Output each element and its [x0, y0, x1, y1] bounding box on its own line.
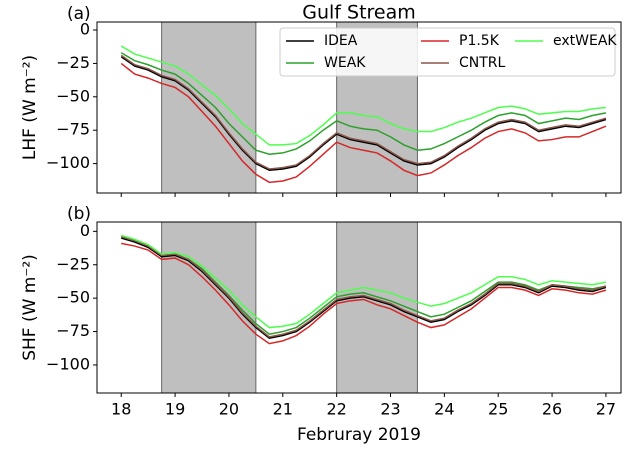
x-tick-label: 19 [165, 400, 185, 419]
series-line [121, 234, 607, 329]
x-tick-label: 18 [111, 400, 131, 419]
panel-label: (b) [67, 204, 91, 224]
axes-frame [96, 21, 622, 194]
legend-box [279, 27, 616, 77]
x-axis-label: Februray 2019 [297, 425, 421, 445]
y-tick-label: −75 [56, 120, 90, 139]
panel-label: (a) [67, 4, 91, 24]
series-line [120, 56, 607, 172]
y-tick-label: −100 [46, 153, 90, 172]
y-tick-label: −25 [56, 254, 90, 273]
series-line [121, 235, 607, 336]
y-tick-label: −25 [56, 53, 90, 72]
x-tick-label: 26 [542, 400, 562, 419]
series-line [120, 45, 606, 146]
x-tick-label: 22 [326, 400, 346, 419]
y-tick-label: −50 [56, 86, 90, 105]
y-tick-label: 0 [80, 221, 90, 240]
legend-label: CNTRL [459, 55, 506, 71]
x-tick-label: 23 [380, 400, 400, 419]
legend-label: P1.5K [459, 33, 500, 49]
series-line [121, 235, 607, 338]
y-tick-label: 0 [80, 20, 90, 39]
series-line [120, 62, 607, 184]
axes-frame [96, 221, 622, 394]
legend-label: WEAK [324, 55, 366, 71]
y-axis-label: SHF (W m⁻²) [20, 254, 40, 361]
series-line [120, 52, 607, 156]
shaded-span [161, 21, 257, 194]
series-line [120, 54, 607, 170]
x-tick-label: 24 [434, 400, 454, 419]
y-tick-label: −100 [46, 354, 90, 373]
x-tick-label: 25 [488, 400, 508, 419]
x-tick-label: 27 [596, 400, 616, 419]
x-tick-label: 21 [273, 400, 293, 419]
y-tick-label: −50 [56, 288, 90, 307]
y-axis-label: LHF (W m⁻²) [20, 55, 40, 160]
shaded-span [161, 221, 257, 394]
chart-title: Gulf Stream [302, 2, 416, 24]
y-tick-label: −75 [56, 321, 90, 340]
legend-label: IDEA [324, 33, 358, 49]
series-line [121, 242, 607, 345]
legend-label: extWEAK [553, 33, 617, 49]
x-tick-label: 20 [219, 400, 239, 419]
series-line [121, 237, 607, 340]
